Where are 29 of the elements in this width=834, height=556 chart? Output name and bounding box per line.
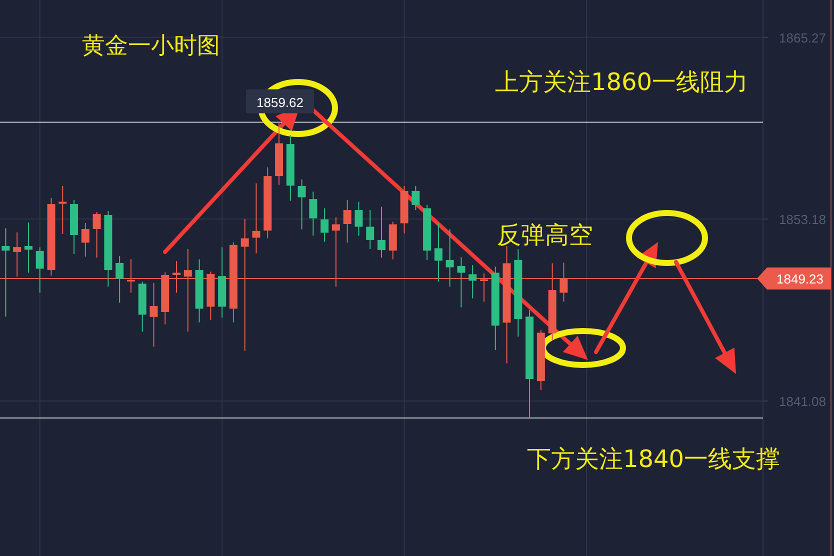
candlestick [252,182,260,254]
candlestick [366,210,374,250]
y-tick-label: 1841.08 [779,394,826,409]
candlestick [468,264,477,299]
candlestick [92,211,101,258]
candlestick [150,282,158,348]
candlestick [309,191,318,236]
candlestick [343,199,352,244]
annotation: 反弹高空 [497,221,593,249]
candlestick [446,228,454,288]
candlestick [320,208,329,242]
annotation: 上方关注1860一线阻力 [495,68,748,96]
annotation: 下方关注1840一线支撑 [527,445,780,473]
text: 黄金一小时图 [82,33,220,59]
candlestick [354,201,363,236]
candlestick [378,206,386,258]
candlestick [434,222,442,282]
ref-line-label: 1849.23 [776,271,824,286]
candlestick [412,185,420,211]
y-tick-label: 1865.27 [779,30,826,46]
candlestick [36,246,44,294]
candlestick [457,256,466,308]
y-tick-label: 1853.18 [779,212,826,228]
candlestick [2,228,10,318]
ref-line-label: 1859.62 [256,95,304,110]
candlestick [116,256,124,304]
candlestick [298,178,306,230]
candlestick [24,222,32,274]
candlestick [81,222,90,258]
